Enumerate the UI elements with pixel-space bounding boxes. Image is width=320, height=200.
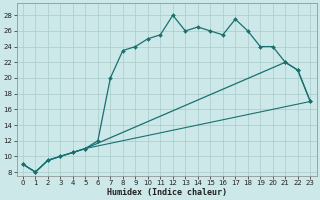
X-axis label: Humidex (Indice chaleur): Humidex (Indice chaleur) [107, 188, 227, 197]
